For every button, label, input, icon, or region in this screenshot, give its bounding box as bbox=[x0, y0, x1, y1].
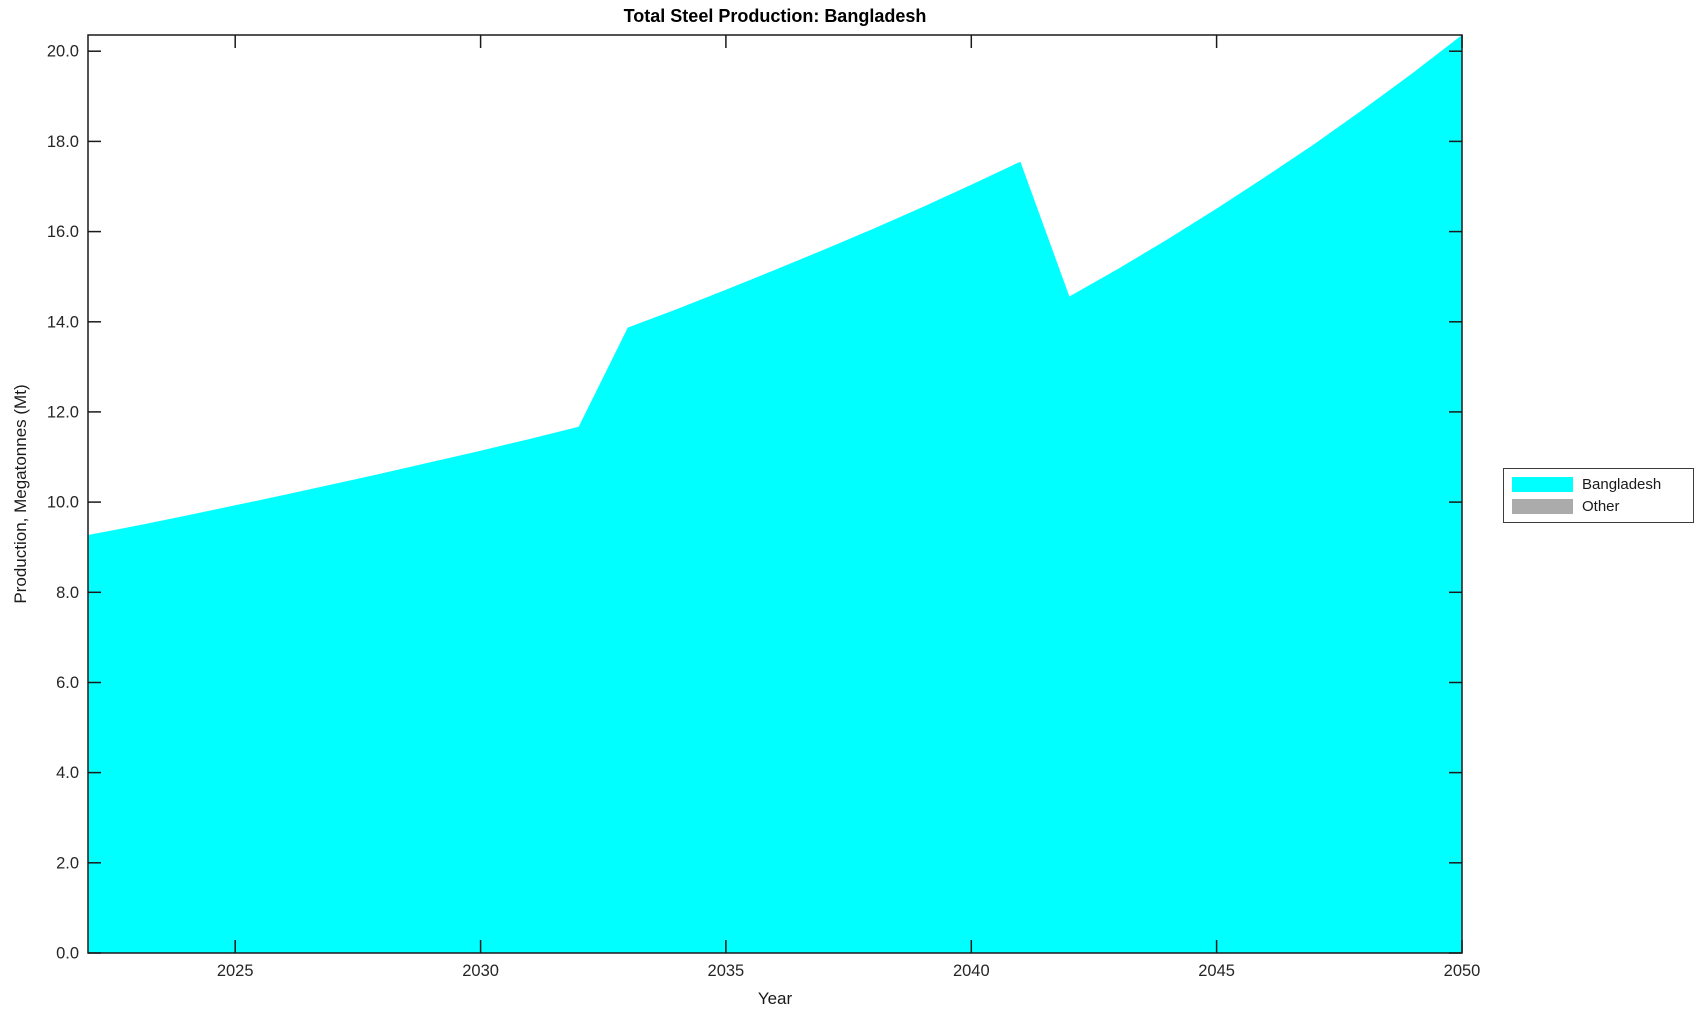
y-tick-label: 0.0 bbox=[56, 945, 79, 963]
y-tick-label: 2.0 bbox=[56, 854, 79, 872]
area-series-bangladesh bbox=[88, 35, 1462, 953]
axes-box bbox=[87, 34, 1463, 954]
legend-swatch-other bbox=[1512, 499, 1573, 514]
y-tick-label: 12.0 bbox=[47, 403, 79, 421]
x-tick-label: 2035 bbox=[708, 962, 745, 980]
y-tick-label: 4.0 bbox=[56, 764, 79, 782]
x-tick-label: 2050 bbox=[1444, 962, 1481, 980]
x-tick-label: 2030 bbox=[462, 962, 499, 980]
y-tick-label: 6.0 bbox=[56, 674, 79, 692]
x-tick-label: 2040 bbox=[953, 962, 990, 980]
x-axis-label: Year bbox=[757, 989, 793, 1008]
legend-item-other: Other bbox=[1512, 497, 1693, 515]
legend: Bangladesh Other bbox=[1503, 468, 1694, 523]
legend-swatch-bangladesh bbox=[1512, 477, 1573, 492]
legend-label-other: Other bbox=[1582, 497, 1620, 515]
y-tick-label: 18.0 bbox=[47, 133, 79, 151]
y-tick-label: 16.0 bbox=[47, 223, 79, 241]
x-tick-label: 2025 bbox=[217, 962, 254, 980]
legend-item-bangladesh: Bangladesh bbox=[1512, 475, 1693, 493]
chart-title: Total Steel Production: Bangladesh bbox=[623, 6, 927, 26]
x-tick-label: 2045 bbox=[1198, 962, 1235, 980]
y-tick-label: 14.0 bbox=[47, 313, 79, 331]
legend-label-bangladesh: Bangladesh bbox=[1582, 475, 1662, 493]
y-tick-label: 8.0 bbox=[56, 584, 79, 602]
y-tick-label: 10.0 bbox=[47, 494, 79, 512]
y-tick-label: 20.0 bbox=[47, 43, 79, 61]
